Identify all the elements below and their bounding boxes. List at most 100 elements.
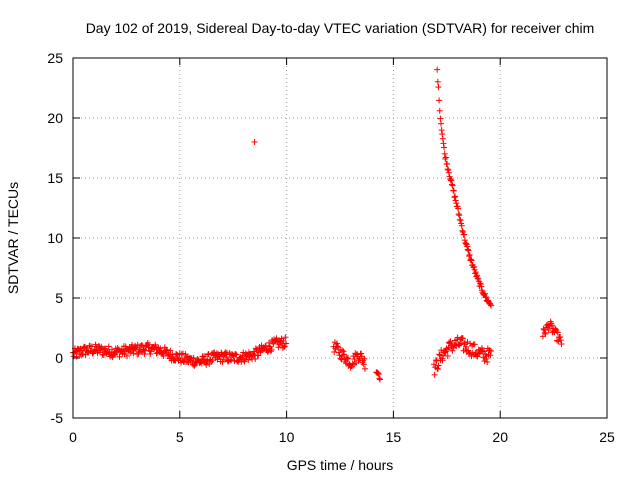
data-point (345, 355, 352, 362)
data-point (461, 339, 468, 346)
data-point (539, 333, 546, 340)
data-point (222, 349, 229, 356)
data-point (480, 348, 487, 355)
data-point (448, 176, 455, 183)
data-point (442, 155, 449, 162)
data-point (233, 351, 240, 358)
data-point (545, 327, 552, 334)
data-point (152, 341, 159, 348)
y-tick-label: 15 (47, 170, 63, 186)
data-point (455, 211, 462, 218)
data-point (451, 194, 458, 201)
data-point (444, 166, 451, 173)
data-point (478, 345, 485, 352)
data-point (335, 349, 342, 356)
x-tick-label: 25 (599, 429, 615, 445)
x-tick-label: 5 (176, 429, 184, 445)
data-point (204, 357, 211, 364)
chart-title: Day 102 of 2019, Sidereal Day-to-day VTE… (86, 20, 595, 36)
data-point (73, 353, 80, 360)
data-point (477, 280, 484, 287)
data-point (447, 177, 454, 184)
data-point (484, 358, 491, 365)
data-point (430, 361, 437, 368)
data-point (157, 345, 164, 352)
x-tick-label: 15 (386, 429, 402, 445)
data-point (361, 365, 368, 372)
data-point (281, 343, 288, 350)
data-point (540, 325, 547, 332)
data-point (487, 301, 494, 308)
data-point (92, 341, 99, 348)
data-point (375, 371, 382, 378)
data-point (464, 246, 471, 253)
y-axis-label: SDTVAR / TECUs (5, 182, 21, 294)
data-point (252, 355, 259, 362)
data-point (557, 334, 564, 341)
data-point (232, 351, 239, 358)
data-point (100, 352, 107, 359)
data-point (129, 341, 136, 348)
data-point (240, 349, 247, 356)
data-point (140, 346, 147, 353)
data-point (439, 357, 446, 364)
data-point (442, 154, 449, 161)
data-point (466, 251, 473, 258)
data-points (70, 66, 565, 383)
data-point (452, 193, 459, 200)
data-point (479, 347, 486, 354)
data-point (183, 354, 190, 361)
data-point (116, 353, 123, 360)
data-point (449, 347, 456, 354)
data-point (255, 352, 262, 359)
data-point (482, 355, 489, 362)
data-point (334, 343, 341, 350)
data-point (541, 329, 548, 336)
data-point (198, 357, 205, 364)
data-point (552, 325, 559, 332)
data-point (472, 269, 479, 276)
data-point (342, 358, 349, 365)
data-point (358, 350, 365, 357)
data-point (133, 344, 140, 351)
data-point (130, 350, 137, 357)
data-point (142, 343, 149, 350)
data-point (226, 350, 233, 357)
data-point (336, 352, 343, 359)
data-point (449, 182, 456, 189)
grid-lines (73, 58, 607, 418)
data-point (219, 358, 226, 365)
data-point (191, 362, 198, 369)
data-point (466, 252, 473, 259)
axis-ticks: 0 5 10 15 20 25 -5 0 5 10 15 20 25 (47, 50, 615, 445)
data-point (179, 350, 186, 357)
data-point (112, 351, 119, 358)
data-point (459, 227, 466, 234)
data-point (447, 338, 454, 345)
data-point (375, 370, 382, 377)
data-point (444, 160, 451, 167)
data-point (444, 352, 451, 359)
x-tick-label: 20 (492, 429, 508, 445)
data-point (88, 343, 95, 350)
data-point (455, 205, 462, 212)
data-point (467, 256, 474, 263)
data-point (488, 302, 495, 309)
data-point (137, 348, 144, 355)
data-point (463, 343, 470, 350)
data-point (376, 376, 383, 383)
data-point (471, 341, 478, 348)
data-point (268, 346, 275, 353)
data-point (76, 346, 83, 353)
data-point (205, 351, 212, 358)
data-point (209, 357, 216, 364)
data-point (437, 115, 444, 122)
data-point (282, 340, 289, 347)
data-point (102, 345, 109, 352)
data-point (266, 339, 273, 346)
data-point (331, 348, 338, 355)
data-point (434, 366, 441, 373)
data-point (481, 290, 488, 297)
data-point (461, 237, 468, 244)
